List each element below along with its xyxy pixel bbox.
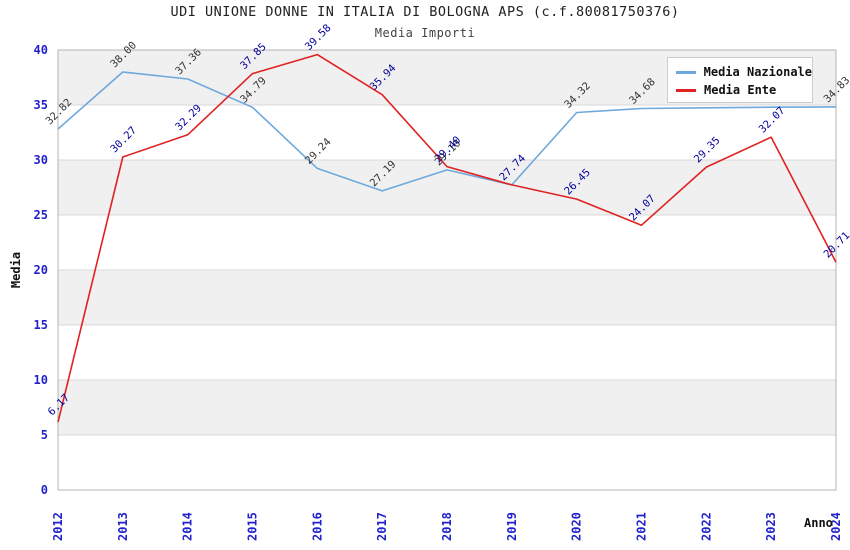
x-tick-label: 2019: [505, 512, 519, 541]
x-tick-label: 2024: [829, 512, 843, 541]
legend-entry: Media Nazionale: [676, 63, 812, 81]
plot-band: [58, 270, 836, 325]
legend-line-swatch: [676, 88, 696, 92]
chart-subtitle: Media Importi: [374, 26, 476, 40]
y-tick-label: 0: [41, 483, 48, 497]
x-tick-label: 2016: [310, 512, 324, 541]
plot-border: [57, 49, 837, 491]
x-tick-label: 2023: [764, 512, 778, 541]
y-axis-title: Media: [9, 252, 23, 288]
x-tick-label: 2015: [246, 512, 260, 541]
x-tick-label: 2022: [699, 512, 713, 541]
plot-band: [58, 215, 836, 270]
y-tick-label: 25: [34, 208, 48, 222]
series-line-media-nazionale: [57, 71, 837, 192]
x-tick-label: 2018: [440, 512, 454, 541]
x-tick-label: 2017: [375, 512, 389, 541]
legend-label: Media Nazionale: [703, 65, 812, 79]
y-tick-label: 10: [34, 373, 48, 387]
chart-title: UDI UNIONE DONNE IN ITALIA DI BOLOGNA AP…: [170, 4, 680, 20]
x-axis-title: Anno: [804, 516, 833, 530]
legend-entry: Media Ente: [676, 81, 812, 99]
x-tick-label: 2021: [635, 512, 649, 541]
y-tick-label: 15: [34, 318, 48, 332]
legend-line-swatch: [676, 70, 696, 74]
plot-band: [58, 105, 836, 160]
x-tick-label: 2012: [51, 512, 65, 541]
x-tick-label: 2020: [570, 512, 584, 541]
x-tick-label: 2014: [181, 512, 195, 541]
plot-band: [58, 325, 836, 380]
x-tick-label: 2013: [116, 512, 130, 541]
plot-band: [58, 160, 836, 215]
plot-band: [58, 380, 836, 435]
y-tick-label: 20: [34, 263, 48, 277]
y-tick-label: 5: [41, 428, 48, 442]
legend-box: Media Nazionale Media Ente: [667, 57, 813, 103]
legend-label: Media Ente: [704, 83, 777, 97]
plot-band: [58, 435, 836, 490]
y-tick-label: 30: [34, 153, 48, 167]
series-line-media-ente: [57, 53, 837, 423]
y-tick-label: 35: [34, 98, 48, 112]
y-tick-label: 40: [34, 43, 48, 57]
